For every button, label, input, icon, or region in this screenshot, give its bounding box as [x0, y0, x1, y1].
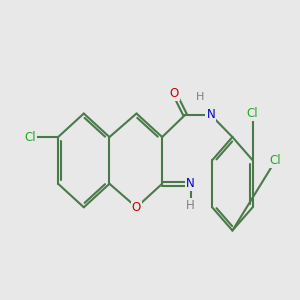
- Text: N: N: [206, 108, 215, 122]
- Text: O: O: [170, 87, 179, 100]
- Text: O: O: [132, 201, 141, 214]
- Text: Cl: Cl: [270, 154, 281, 167]
- Text: H: H: [196, 92, 204, 102]
- Text: Cl: Cl: [24, 130, 36, 143]
- Text: H: H: [186, 199, 195, 212]
- Text: N: N: [186, 177, 195, 190]
- Text: Cl: Cl: [247, 107, 259, 120]
